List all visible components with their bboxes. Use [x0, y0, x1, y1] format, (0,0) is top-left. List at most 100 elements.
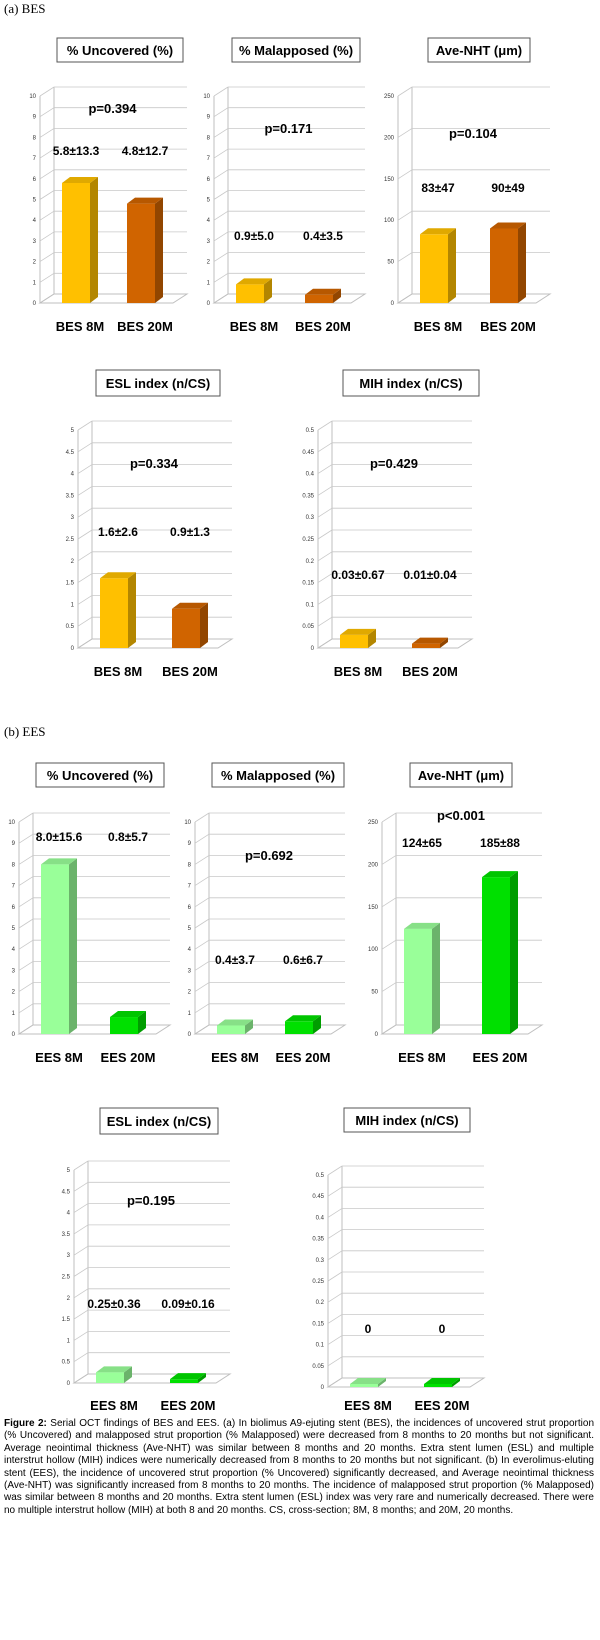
figure-caption: Figure 2: Serial OCT findings of BES and…: [4, 1418, 594, 1517]
gridline-depth: [194, 939, 210, 950]
category-label: BES 8M: [414, 319, 462, 334]
y-tick-label: 150: [368, 905, 379, 911]
bar-side: [333, 288, 341, 303]
gridline-depth: [18, 897, 34, 908]
data-label: 0.25±0.36: [87, 1297, 141, 1311]
gridline-depth: [213, 107, 229, 118]
chart-b4: 0 0.5 1 1.5 2 2.5 3 3.5 4 4.5 5 0.25±0.36 EES 8M 0.09…: [62, 1107, 232, 1413]
category-label: BES 8M: [334, 664, 382, 679]
gridline-depth: [77, 464, 93, 474]
gridline-depth: [39, 190, 55, 200]
gridline-depth: [73, 1267, 89, 1277]
gridline-depth: [213, 272, 229, 283]
bar-20m: [110, 1011, 146, 1034]
gridline-depth: [77, 507, 93, 518]
bar-top: [110, 1011, 146, 1018]
y-tick-label: 0: [321, 1385, 325, 1391]
gridline-depth: [397, 210, 413, 221]
y-tick-label: 0.25: [302, 537, 314, 543]
bar-front: [412, 643, 440, 648]
p-value-label: p<0.001: [437, 808, 485, 823]
bar-20m: [305, 288, 341, 303]
bar-20m: [482, 871, 518, 1034]
y-tick-label: 4: [207, 218, 211, 224]
category-label: EES 8M: [35, 1050, 83, 1065]
y-tick-label: 200: [368, 862, 379, 868]
y-tick-label: 4: [188, 947, 192, 953]
data-label: 0.8±5.7: [108, 830, 148, 844]
y-tick-label: 6: [12, 905, 16, 911]
bar-front: [350, 1384, 378, 1387]
gridline-depth: [317, 573, 333, 583]
bar-top: [404, 922, 440, 929]
gridline-depth: [194, 812, 210, 823]
bar-front: [340, 634, 368, 648]
y-tick-label: 10: [8, 820, 15, 826]
chart-title-box: [427, 37, 531, 63]
category-label: EES 20M: [161, 1398, 216, 1413]
bar-8m: [236, 278, 272, 303]
gridline-depth: [18, 961, 34, 971]
gridline-depth: [317, 529, 333, 540]
bar-8m: [217, 1019, 253, 1034]
chart-a4: 0 0.5 1 1.5 2 2.5 3 3.5 4 4.5 5 1.6±2.6 BES 8M 0.9±1.…: [66, 369, 234, 679]
gridline-depth: [317, 464, 333, 474]
p-value-label: p=0.692: [245, 848, 293, 863]
y-tick-label: 9: [33, 115, 37, 121]
chart-b1: 0 1 2 3 4 5 6 7 8 9 10 8.0±15.6 EES 8M 0.8±5.7 EES 20M…: [8, 762, 172, 1065]
gridline-depth: [381, 855, 397, 865]
bar-side: [440, 637, 448, 648]
bar-side: [518, 222, 526, 303]
data-label: 4.8±12.7: [122, 144, 169, 158]
bar-side: [200, 602, 208, 648]
y-tick-label: 1: [33, 280, 37, 286]
bar-top: [100, 572, 136, 579]
chart-floor: [72, 1373, 232, 1384]
y-tick-label: 0: [67, 1381, 71, 1387]
y-tick-label: 7: [33, 156, 37, 162]
bar-top: [96, 1366, 132, 1373]
y-tick-label: 10: [184, 820, 191, 826]
bar-side: [313, 1015, 321, 1034]
gridline-depth: [18, 1003, 34, 1014]
y-tick-label: 5: [67, 1168, 71, 1174]
bar-side: [128, 572, 136, 648]
gridline-depth: [381, 897, 397, 908]
bar-top: [412, 637, 448, 644]
bar-side: [368, 628, 376, 648]
y-tick-label: 50: [371, 990, 378, 996]
bar-front: [172, 608, 200, 648]
bar-top: [236, 278, 272, 285]
y-tick-label: 1: [71, 602, 75, 608]
section-label-b: (b) EES: [4, 724, 46, 739]
data-label: 0.9±1.3: [170, 525, 210, 539]
bar-top: [285, 1015, 321, 1022]
caption-label: Figure 2:: [4, 1418, 47, 1429]
y-tick-label: 9: [188, 841, 192, 847]
bar-top: [41, 858, 77, 865]
gridline-depth: [327, 1314, 343, 1324]
bar-top: [305, 288, 341, 295]
y-tick-label: 0.15: [312, 1321, 324, 1327]
bar-20m: [424, 1378, 460, 1387]
category-label: EES 20M: [101, 1050, 156, 1065]
bar-8m: [404, 922, 440, 1034]
y-tick-label: 0.1: [316, 1343, 325, 1349]
bar-side: [198, 1373, 206, 1383]
gridline-depth: [194, 876, 210, 886]
data-label: 185±88: [480, 836, 520, 850]
y-tick-label: 2: [188, 990, 192, 996]
y-tick-label: 5: [12, 926, 16, 932]
bar-8m: [350, 1378, 386, 1387]
y-tick-label: 1: [12, 1011, 16, 1017]
data-label: 83±47: [421, 181, 455, 195]
p-value-label: p=0.394: [88, 101, 137, 116]
chart-title-box: [231, 37, 361, 63]
gridline-depth: [317, 420, 333, 431]
p-value-label: p=0.334: [130, 456, 179, 471]
data-label: 1.6±2.6: [98, 525, 138, 539]
gridline-depth: [73, 1245, 89, 1256]
y-tick-label: 3: [12, 968, 16, 974]
bar-side: [432, 922, 440, 1034]
y-tick-label: 7: [188, 884, 192, 890]
